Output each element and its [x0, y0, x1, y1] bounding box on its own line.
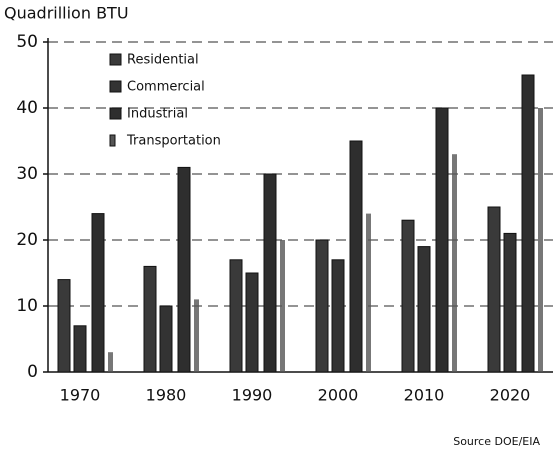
- bar: [177, 166, 191, 373]
- bar: [349, 140, 363, 373]
- legend-label: Commercial: [127, 80, 205, 95]
- bar: [366, 213, 371, 372]
- bar: [503, 232, 517, 373]
- y-tick-label: 20: [16, 230, 38, 250]
- bar: [108, 352, 113, 372]
- bar: [229, 259, 243, 373]
- x-tick-label: 2000: [318, 386, 359, 405]
- bar: [417, 246, 431, 373]
- legend-swatch: [109, 80, 122, 93]
- bar: [280, 240, 285, 372]
- y-tick-label: 0: [27, 362, 38, 382]
- x-tick-label: 1970: [60, 386, 101, 405]
- x-tick-label: 1990: [232, 386, 273, 405]
- y-tick-label: 10: [16, 296, 38, 316]
- bar: [159, 305, 173, 373]
- x-tick-label: 2020: [490, 386, 531, 405]
- y-tick-label: 50: [16, 32, 38, 52]
- x-tick-label: 1980: [146, 386, 187, 405]
- y-tick-label: 30: [16, 164, 38, 184]
- bar: [435, 107, 449, 373]
- bar: [315, 239, 329, 373]
- bar: [331, 259, 345, 373]
- y-tick-label: 40: [16, 98, 38, 118]
- legend-swatch: [109, 134, 116, 147]
- bar: [401, 219, 415, 373]
- bar: [263, 173, 277, 373]
- bar: [487, 206, 501, 373]
- source: Source DOE/EIA: [453, 435, 540, 448]
- bar: [91, 213, 105, 373]
- bar: [245, 272, 259, 373]
- bar: [57, 279, 71, 373]
- legend-swatch: [109, 53, 122, 66]
- legend-label: Industrial: [127, 107, 188, 122]
- bar: [143, 265, 157, 373]
- x-tick-label: 2010: [404, 386, 445, 405]
- bar: [73, 325, 87, 373]
- bar: [452, 154, 457, 372]
- bar: [521, 74, 535, 373]
- bar: [194, 299, 199, 372]
- y-axis-label: Quadrillion BTU: [4, 4, 129, 23]
- legend-swatch: [109, 107, 122, 120]
- legend-label: Transportation: [126, 134, 221, 149]
- bar: [538, 108, 543, 372]
- legend-label: Residential: [127, 53, 199, 68]
